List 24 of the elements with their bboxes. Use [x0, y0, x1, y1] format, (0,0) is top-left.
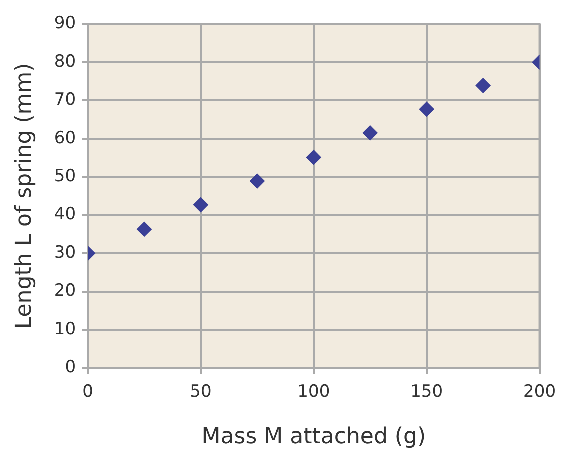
y-tick-label: 60 [54, 128, 76, 148]
point [193, 197, 208, 212]
y-tick-label: 90 [54, 14, 76, 34]
y-tick-label: 70 [54, 90, 76, 110]
y-tick-label: 0 [65, 358, 76, 378]
point [362, 126, 378, 141]
x-tick-label: 200 [524, 382, 556, 402]
point [137, 222, 152, 237]
point [306, 150, 322, 166]
y-tick-label: 30 [54, 242, 76, 263]
x-axis-title: Mass M attached (g) [202, 424, 426, 450]
y-axis-title: Length L of spring (mm) [12, 63, 37, 330]
y-tick-label: 10 [54, 319, 76, 340]
point [476, 78, 491, 94]
y-tick-label: 80 [54, 52, 76, 72]
point [419, 102, 434, 117]
y-tick-label: 20 [54, 281, 76, 302]
y-tick-label: 40 [54, 204, 76, 225]
point [250, 174, 265, 189]
x-tick-label: 150 [410, 382, 444, 402]
x-tick-label: 100 [298, 382, 330, 402]
x-tick-label: 50 [190, 382, 212, 402]
y-tick-label: 50 [54, 166, 76, 187]
x-tick-label: 0 [82, 382, 94, 402]
